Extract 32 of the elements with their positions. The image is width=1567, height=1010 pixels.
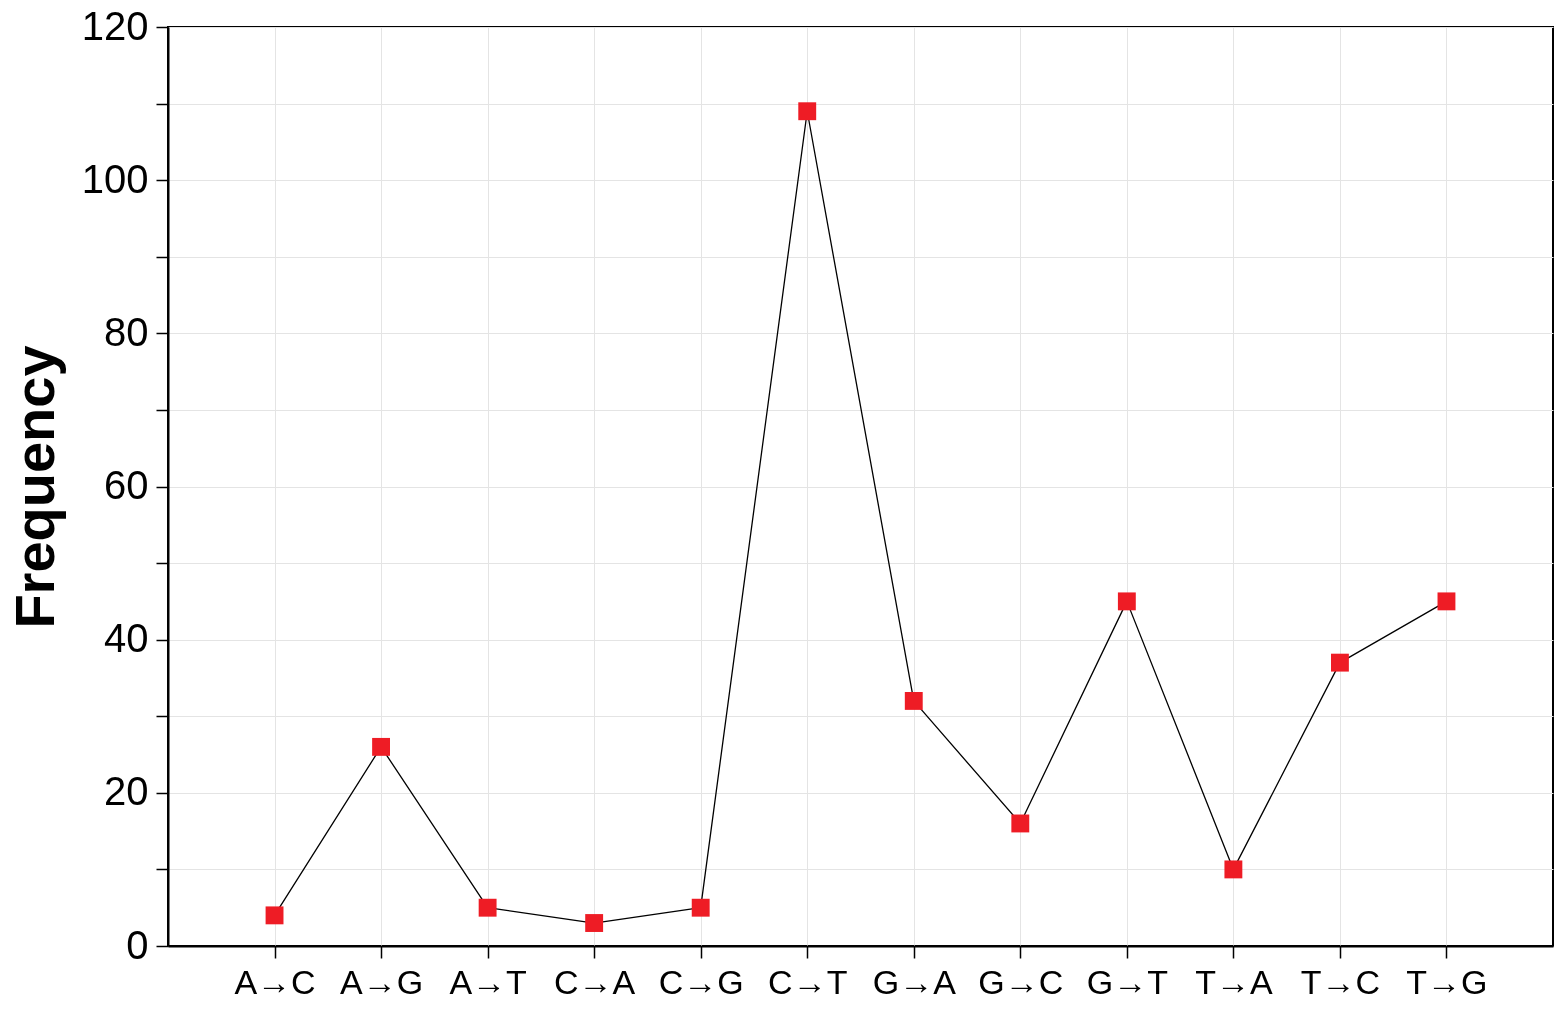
x-tick-label: T→G <box>1406 962 1488 1001</box>
y-tick-label: 40 <box>104 616 149 661</box>
y-tick-label: 20 <box>104 769 149 814</box>
x-tick-label: C→T <box>768 962 848 1001</box>
point <box>1011 814 1030 833</box>
point <box>1117 592 1136 611</box>
y-tick-label: 100 <box>81 156 149 201</box>
point <box>265 906 284 925</box>
point <box>691 898 710 917</box>
x-tick-label: G→C <box>978 962 1064 1001</box>
point <box>1224 860 1243 879</box>
x-tick-label: A→T <box>449 962 527 1001</box>
y-tick-label: 60 <box>104 463 149 507</box>
x-tick-label: A→C <box>234 962 316 1001</box>
x-tick-label: G→T <box>1086 962 1168 1001</box>
y-tick-label: 80 <box>104 309 149 354</box>
point <box>585 914 604 932</box>
point <box>372 737 391 756</box>
x-tick-label: T→A <box>1195 962 1273 1001</box>
point <box>1437 592 1456 611</box>
x-tick-label: C→G <box>658 962 744 1001</box>
y-tick-label: 120 <box>81 3 149 48</box>
x-tick-label: T→C <box>1300 962 1381 1001</box>
point <box>1330 653 1349 672</box>
point <box>904 691 923 710</box>
point <box>798 102 817 121</box>
x-tick-label: A→G <box>340 962 424 1001</box>
x-tick-label: C→A <box>554 962 636 1001</box>
point <box>478 898 497 917</box>
y-axis-title: Frequency <box>2 345 66 629</box>
y-tick-label: 0 <box>126 922 149 967</box>
x-tick-label: G→A <box>872 962 957 1001</box>
